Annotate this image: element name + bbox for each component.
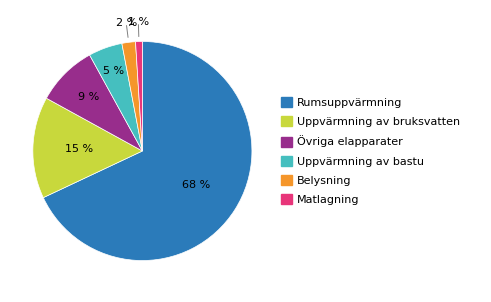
Wedge shape (90, 43, 142, 151)
Wedge shape (43, 41, 252, 261)
Text: 15 %: 15 % (65, 144, 93, 154)
Text: 68 %: 68 % (182, 180, 210, 190)
Text: 2 %: 2 % (115, 18, 137, 28)
Wedge shape (122, 42, 142, 151)
Text: 1 %: 1 % (128, 17, 149, 27)
Wedge shape (33, 98, 142, 198)
Text: 9 %: 9 % (78, 92, 99, 102)
Wedge shape (136, 41, 142, 151)
Wedge shape (47, 55, 142, 151)
Legend: Rumsuppvärmning, Uppvärmning av bruksvatten, Övriga elapparater, Uppvärmning av : Rumsuppvärmning, Uppvärmning av bruksvat… (280, 97, 460, 205)
Text: 5 %: 5 % (103, 66, 124, 76)
